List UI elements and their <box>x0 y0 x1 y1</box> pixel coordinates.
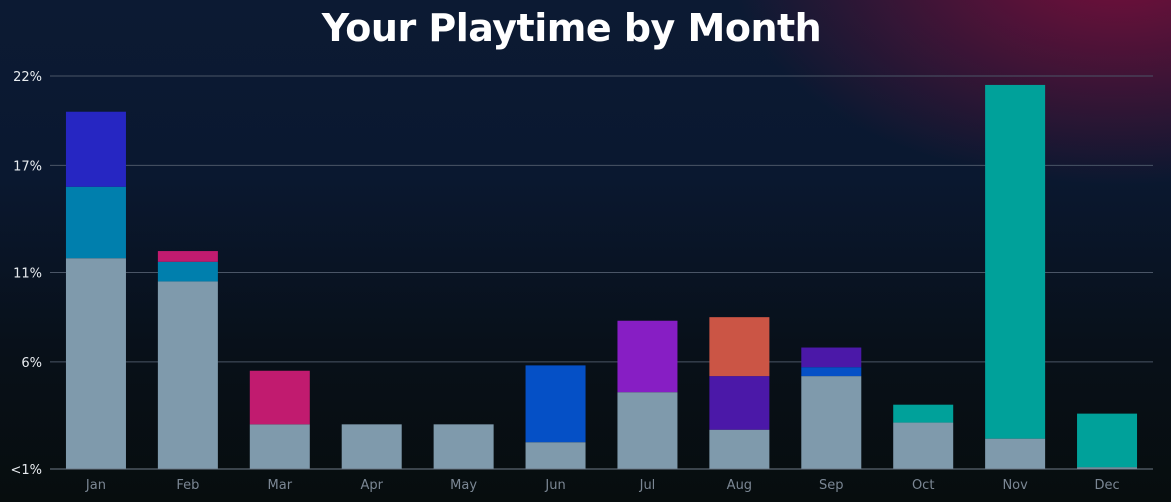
bar-segment <box>157 251 218 262</box>
bar-segment <box>985 438 1046 469</box>
bar-segment <box>617 320 678 393</box>
bar-segment <box>157 261 218 282</box>
y-tick-label: 6% <box>21 356 42 371</box>
bar-segment <box>709 317 770 377</box>
x-tick-label: May <box>450 478 477 493</box>
chart-title: Your Playtime by Month <box>321 6 822 50</box>
x-tick-label: Dec <box>1094 478 1119 493</box>
bar-segment <box>525 442 586 469</box>
x-tick-label: Jan <box>85 478 106 493</box>
x-tick-label: Sep <box>819 478 844 493</box>
x-tick-label: Jun <box>544 478 565 493</box>
bar-segment <box>65 258 126 469</box>
x-tick-label: Nov <box>1002 478 1028 493</box>
y-tick-label: 11% <box>13 267 42 282</box>
bar-segment <box>433 424 494 469</box>
bar-segment <box>801 376 862 469</box>
x-tick-label: Oct <box>912 478 934 493</box>
y-tick-label: 17% <box>13 159 42 174</box>
bar-segment <box>65 186 126 259</box>
bar-segment <box>893 422 954 469</box>
x-tick-label: Feb <box>176 478 199 493</box>
bar-segment <box>249 370 310 425</box>
x-tick-label: Jul <box>639 478 656 493</box>
bar-segment <box>65 111 126 187</box>
y-tick-label: <1% <box>10 463 42 478</box>
bar-segment <box>157 281 218 469</box>
bar-segment <box>801 347 862 368</box>
bar-segment <box>801 367 862 377</box>
bar-segment <box>249 424 310 469</box>
y-tick-label: 22% <box>13 70 42 85</box>
bar-segment <box>1077 413 1138 468</box>
x-tick-label: Apr <box>360 478 383 493</box>
bar-segment <box>709 429 770 469</box>
bar-segment <box>709 376 770 430</box>
x-tick-label: Mar <box>268 478 293 493</box>
x-tick-label: Aug <box>727 478 752 493</box>
bar-segment <box>1077 467 1138 469</box>
bar-segment <box>893 404 954 423</box>
bar-segment <box>617 392 678 469</box>
bar-segment <box>985 84 1046 439</box>
bar-segment <box>341 424 402 469</box>
bar-segment <box>525 365 586 443</box>
